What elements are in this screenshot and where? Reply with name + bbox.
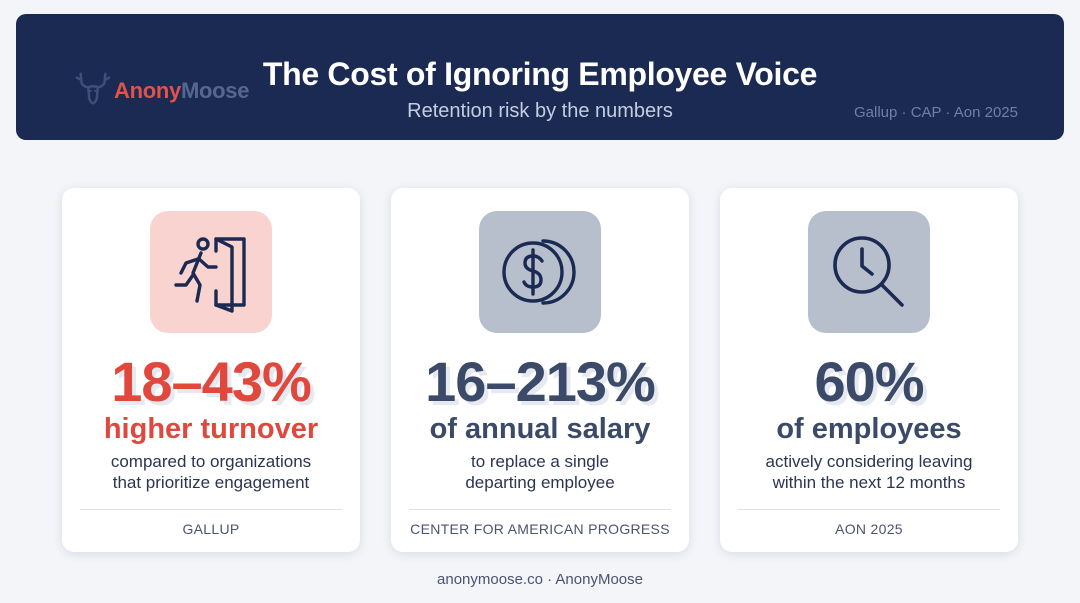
icon-tile	[479, 211, 601, 333]
header-banner: AnonyMoose The Cost of Ignoring Employee…	[16, 14, 1064, 140]
stat-description-line1: compared to organizations	[110, 452, 312, 471]
card-divider	[409, 509, 671, 510]
stat-description: to replace a single departing employee	[411, 451, 669, 493]
icon-tile	[150, 211, 272, 333]
coins-dollar-icon	[502, 239, 576, 305]
page-title: The Cost of Ignoring Employee Voice	[262, 56, 818, 92]
stat-source: AON 2025	[835, 521, 903, 537]
clock-search-icon	[833, 236, 904, 307]
stat-value: 16–213%	[425, 350, 656, 413]
stat-description-line1: actively considering leaving	[765, 452, 973, 471]
moose-icon	[75, 72, 111, 105]
icon-tile	[808, 211, 930, 333]
stat-description-line2: within the next 12 months	[772, 473, 966, 492]
stat-description-line1: to replace a single	[471, 452, 609, 471]
stat-description-line2: that prioritize engagement	[112, 473, 310, 492]
stat-value: 18–43%	[111, 350, 312, 413]
stat-description: actively considering leaving within the …	[740, 451, 998, 493]
stat-source: GALLUP	[182, 521, 240, 537]
stat-card-employees: 60% of employees actively considering le…	[720, 188, 1018, 552]
stat-headline: of annual salary	[429, 413, 651, 445]
exit-door-icon	[174, 237, 246, 313]
footer-credit: anonymoose.co · AnonyMoose	[437, 571, 643, 588]
stat-card-turnover: 18–43% higher turnover compared to organ…	[62, 188, 360, 552]
stat-description: compared to organizations that prioritiz…	[82, 451, 340, 493]
brand-logo: AnonyMoose	[74, 70, 249, 112]
card-divider	[80, 509, 342, 510]
brand-name: AnonyMoose	[114, 78, 249, 104]
stat-description-line2: departing employee	[465, 473, 615, 492]
brand-name-part1: Anony	[114, 78, 181, 103]
stat-source: CENTER FOR AMERICAN PROGRESS	[410, 521, 670, 537]
stat-headline: higher turnover	[103, 413, 319, 445]
card-divider	[738, 509, 1000, 510]
stat-headline: of employees	[776, 413, 962, 445]
stat-card-salary: 16–213% of annual salary to replace a si…	[391, 188, 689, 552]
page-subtitle: Retention risk by the numbers	[407, 100, 673, 122]
brand-name-part2: Moose	[180, 78, 250, 103]
stat-value: 60%	[814, 350, 924, 413]
header-sources: Gallup · CAP · Aon 2025	[854, 104, 1018, 121]
